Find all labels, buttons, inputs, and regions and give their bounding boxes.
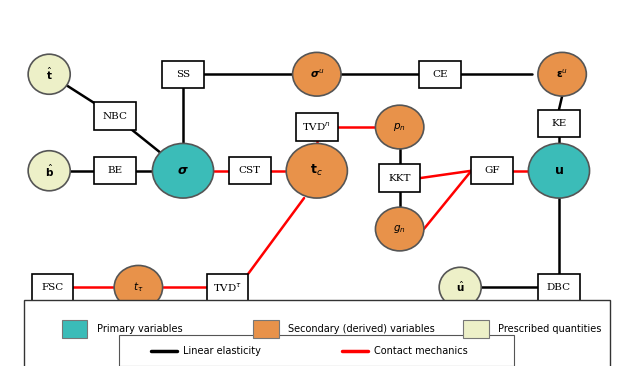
- FancyBboxPatch shape: [379, 164, 420, 192]
- Ellipse shape: [286, 143, 348, 198]
- FancyBboxPatch shape: [538, 274, 580, 301]
- Text: CST: CST: [239, 166, 261, 175]
- Text: TVD$^n$: TVD$^n$: [302, 121, 332, 133]
- FancyBboxPatch shape: [94, 157, 136, 184]
- Text: CE: CE: [432, 70, 447, 79]
- FancyBboxPatch shape: [31, 274, 73, 301]
- Text: $\mathbf{u}$: $\mathbf{u}$: [554, 164, 564, 177]
- Text: Linear elasticity: Linear elasticity: [183, 346, 261, 356]
- Text: $p_n$: $p_n$: [394, 121, 406, 133]
- Text: SS: SS: [176, 70, 190, 79]
- Text: $\boldsymbol{\sigma}$: $\boldsymbol{\sigma}$: [177, 164, 189, 177]
- FancyBboxPatch shape: [207, 274, 248, 301]
- FancyBboxPatch shape: [163, 61, 204, 88]
- Text: KE: KE: [551, 119, 566, 128]
- Text: $\boldsymbol{\varepsilon}^u$: $\boldsymbol{\varepsilon}^u$: [556, 68, 568, 80]
- Text: $\hat{\mathbf{u}}$: $\hat{\mathbf{u}}$: [456, 280, 465, 294]
- Text: Contact mechanics: Contact mechanics: [374, 346, 468, 356]
- FancyBboxPatch shape: [24, 300, 610, 367]
- FancyBboxPatch shape: [253, 320, 278, 338]
- Ellipse shape: [28, 151, 70, 191]
- FancyBboxPatch shape: [471, 157, 513, 184]
- Ellipse shape: [529, 143, 589, 198]
- Ellipse shape: [439, 267, 481, 307]
- Ellipse shape: [538, 52, 586, 96]
- FancyBboxPatch shape: [119, 335, 515, 366]
- FancyBboxPatch shape: [229, 157, 271, 184]
- Text: Primary variables: Primary variables: [97, 324, 182, 334]
- Text: Secondary (derived) variables: Secondary (derived) variables: [288, 324, 435, 334]
- Text: KKT: KKT: [388, 174, 411, 182]
- Text: $t_\tau$: $t_\tau$: [133, 280, 143, 294]
- FancyBboxPatch shape: [463, 320, 489, 338]
- FancyBboxPatch shape: [538, 110, 580, 137]
- FancyBboxPatch shape: [296, 113, 337, 141]
- Text: Prescribed quantities: Prescribed quantities: [499, 324, 602, 334]
- FancyBboxPatch shape: [62, 320, 88, 338]
- Text: FSC: FSC: [41, 283, 63, 292]
- Text: $g_n$: $g_n$: [394, 223, 406, 235]
- Ellipse shape: [376, 207, 424, 251]
- Ellipse shape: [376, 105, 424, 149]
- Ellipse shape: [152, 143, 214, 198]
- Text: TVD$^\tau$: TVD$^\tau$: [213, 281, 242, 294]
- Text: GF: GF: [484, 166, 500, 175]
- Text: BE: BE: [108, 166, 122, 175]
- Ellipse shape: [28, 54, 70, 94]
- Text: $\boldsymbol{\sigma}^u$: $\boldsymbol{\sigma}^u$: [310, 68, 324, 80]
- FancyBboxPatch shape: [94, 102, 136, 130]
- Ellipse shape: [114, 265, 163, 309]
- Text: $\hat{\mathbf{t}}$: $\hat{\mathbf{t}}$: [46, 66, 52, 82]
- Text: NBC: NBC: [102, 112, 127, 121]
- Ellipse shape: [292, 52, 341, 96]
- Text: DBC: DBC: [547, 283, 571, 292]
- Text: $\mathbf{t}_c$: $\mathbf{t}_c$: [310, 163, 323, 178]
- Text: $\hat{\mathbf{b}}$: $\hat{\mathbf{b}}$: [45, 163, 54, 179]
- FancyBboxPatch shape: [419, 61, 461, 88]
